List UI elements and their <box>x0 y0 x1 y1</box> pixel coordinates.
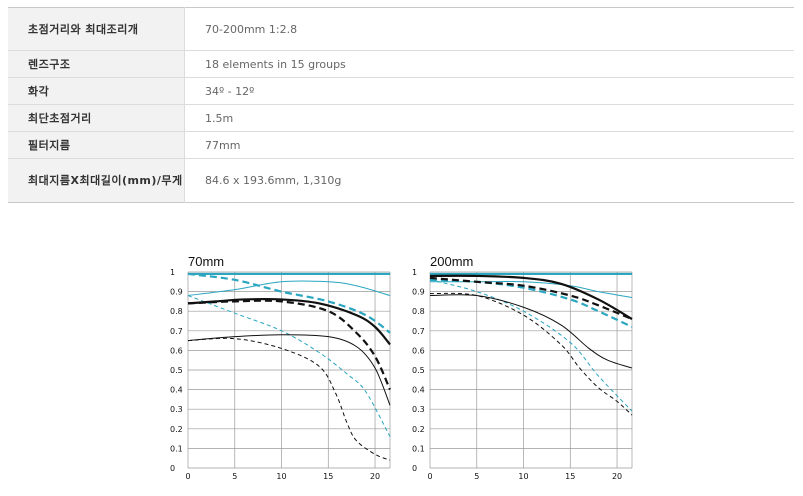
x-tick-label: 15 <box>323 472 333 481</box>
y-tick-label: 1 <box>412 268 417 277</box>
y-tick-label: 0.2 <box>412 425 425 434</box>
spec-label: 최대지름X최대길이(mm)/무게 <box>8 158 185 203</box>
spec-value: 1.5m <box>184 104 794 132</box>
x-tick-label: 0 <box>427 472 432 481</box>
spec-row: 최대지름X최대길이(mm)/무게 84.6 x 193.6mm, 1,310g <box>8 158 794 203</box>
y-tick-label: 0.3 <box>170 405 183 414</box>
spec-label: 최단초점거리 <box>8 104 185 132</box>
x-tick-label: 20 <box>612 472 622 481</box>
x-tick-label: 10 <box>276 472 286 481</box>
y-tick-label: 0.5 <box>412 366 425 375</box>
spec-value: 84.6 x 193.6mm, 1,310g <box>205 174 342 187</box>
mtf-curve-4 <box>187 297 391 346</box>
mtf-curve-5 <box>187 299 392 391</box>
y-tick-label: 0.1 <box>412 444 425 453</box>
y-tick-label: 0.8 <box>170 307 183 316</box>
spec-row: 필터지름 77mm <box>8 131 794 159</box>
mtf-curve-6 <box>187 334 391 406</box>
x-tick-label: 0 <box>185 472 190 481</box>
y-tick-label: 0.6 <box>412 346 425 355</box>
mtf-chart-70mm: 70mm 0 0.1 0.2 0.3 0.4 0.5 0.6 0.7 0.8 0.9 1 0 5 10 15 2… <box>168 250 396 490</box>
y-tick-label: 0.6 <box>170 346 183 355</box>
spec-value: 18 elements in 15 groups <box>184 50 794 78</box>
y-tick-label: 0 <box>170 464 175 473</box>
spec-value: 34º - 12º <box>184 77 794 105</box>
x-tick-label: 15 <box>565 472 575 481</box>
y-tick-label: 1 <box>170 268 175 277</box>
mtf-curve-3 <box>187 295 391 437</box>
y-tick-label: 0.4 <box>170 386 183 395</box>
spec-label: 렌즈구조 <box>8 50 185 78</box>
spec-label: 필터지름 <box>8 131 185 159</box>
spec-value: 70-200mm 1:2.8 <box>184 7 794 51</box>
y-tick-label: 0.8 <box>412 307 425 316</box>
spec-row: 렌즈구조 18 elements in 15 groups <box>8 50 794 78</box>
spec-label: 초점거리와 최대조리개 <box>8 7 185 51</box>
y-tick-label: 0.4 <box>412 386 425 395</box>
spec-table: 초점거리와 최대조리개 70-200mm 1:2.8 렌즈구조 18 eleme… <box>8 7 794 203</box>
y-tick-label: 0 <box>412 464 417 473</box>
y-tick-label: 0.5 <box>170 366 183 375</box>
y-tick-label: 0.1 <box>170 444 183 453</box>
spec-row: 화각 34º - 12º <box>8 77 794 105</box>
y-tick-label: 0.9 <box>170 288 183 297</box>
spec-row: 최단초점거리 1.5m <box>8 104 794 132</box>
x-tick-label: 5 <box>474 472 479 481</box>
mtf-curve-6 <box>429 294 633 369</box>
x-tick-label: 20 <box>370 472 380 481</box>
mtf-curve-4 <box>429 274 633 320</box>
mtf-curve-7 <box>429 292 633 416</box>
y-tick-label: 0.2 <box>170 425 183 434</box>
spec-value: 77mm <box>184 131 794 159</box>
mtf-chart-200mm: 200mm 0 0.1 0.2 0.3 0.4 0.5 0.6 0.7 0.8 0.9 1 0 5 10 15… <box>410 250 638 490</box>
chart-title: 70mm <box>188 254 224 269</box>
y-tick-label: 0.7 <box>170 327 183 336</box>
mtf-curve-7 <box>187 337 391 461</box>
spec-label: 화각 <box>8 77 185 105</box>
y-tick-label: 0.7 <box>412 327 425 336</box>
x-tick-label: 10 <box>518 472 528 481</box>
y-tick-label: 0.9 <box>412 288 425 297</box>
mtf-curve-1 <box>187 280 391 297</box>
mtf-curve-1 <box>429 281 633 298</box>
mtf-curve-3 <box>429 279 633 412</box>
spec-row: 초점거리와 최대조리개 70-200mm 1:2.8 <box>8 7 794 51</box>
x-tick-label: 5 <box>232 472 237 481</box>
y-tick-label: 0.3 <box>412 405 425 414</box>
chart-title: 200mm <box>430 254 473 269</box>
